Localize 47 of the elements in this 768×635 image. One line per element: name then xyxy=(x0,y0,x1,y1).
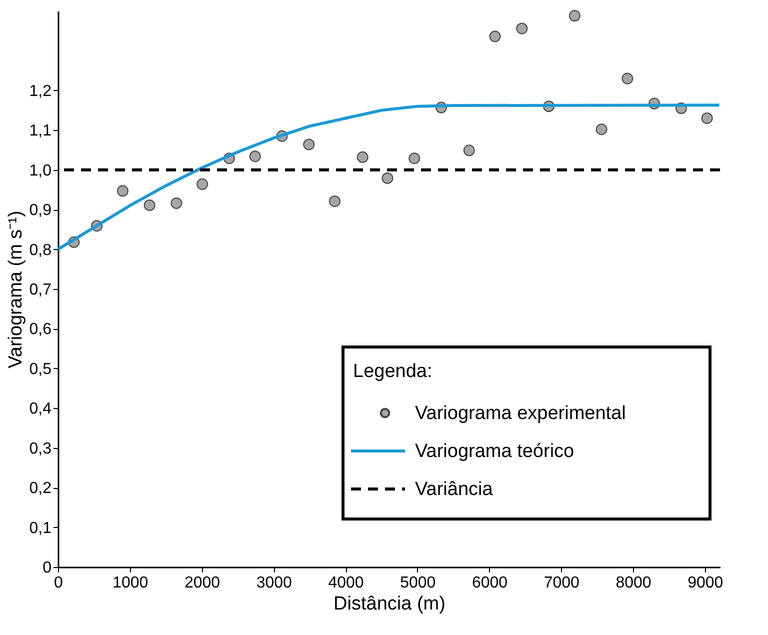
point xyxy=(596,124,608,136)
x-tick-label: 3000 xyxy=(256,574,292,592)
y-tick-label: 0,2 xyxy=(29,480,52,498)
y-tick-label: 0,1 xyxy=(29,520,52,537)
point xyxy=(116,185,128,197)
y-tick-label: 0,7 xyxy=(29,282,52,298)
y-tick-label: 1,1 xyxy=(29,122,52,140)
y-axis-title: Variograma (m s⁻¹) xyxy=(5,210,26,368)
line-series xyxy=(56,104,721,251)
point xyxy=(382,172,394,184)
x-tick-label: 8000 xyxy=(616,574,652,592)
y-tick-label: 0,5 xyxy=(29,360,52,378)
point xyxy=(328,196,340,207)
point xyxy=(249,150,261,162)
x-tick-label: 2000 xyxy=(184,574,220,592)
x-tick-label: 6000 xyxy=(472,574,508,592)
y-tick-label: 0,8 xyxy=(29,242,52,259)
point xyxy=(196,178,208,190)
point xyxy=(408,152,420,164)
point xyxy=(144,199,156,211)
y-tick-label: 0,6 xyxy=(29,321,52,338)
x-tick-label: 4000 xyxy=(328,574,364,592)
legend-title: Legenda: xyxy=(353,361,432,382)
legend-label: Variograma teórico xyxy=(415,441,574,462)
point xyxy=(489,30,501,42)
y-tick-label: 1,2 xyxy=(29,82,52,100)
x-axis-title: Distância (m) xyxy=(334,594,446,614)
x-tick-label: 0 xyxy=(54,574,64,592)
point xyxy=(303,138,315,150)
point xyxy=(516,22,528,34)
y-tick-label: 1,0 xyxy=(29,162,52,180)
legend-label: Variância xyxy=(415,479,494,500)
legend-label: Variograma experimental xyxy=(415,403,626,424)
point xyxy=(463,144,475,156)
x-tick-label: 1000 xyxy=(112,574,148,592)
x-tick-label: 9000 xyxy=(688,574,724,592)
point xyxy=(622,72,634,84)
point xyxy=(568,10,580,22)
y-tick-label: 0 xyxy=(42,560,52,576)
x-tick-label: 5000 xyxy=(400,574,436,592)
point xyxy=(170,197,182,209)
y-tick-label: 0,3 xyxy=(29,440,52,458)
y-tick-label: 0,4 xyxy=(29,400,52,418)
point xyxy=(701,112,713,124)
y-tick-label: 0,9 xyxy=(29,202,52,220)
x-tick-label: 7000 xyxy=(544,574,580,592)
point xyxy=(356,151,368,163)
